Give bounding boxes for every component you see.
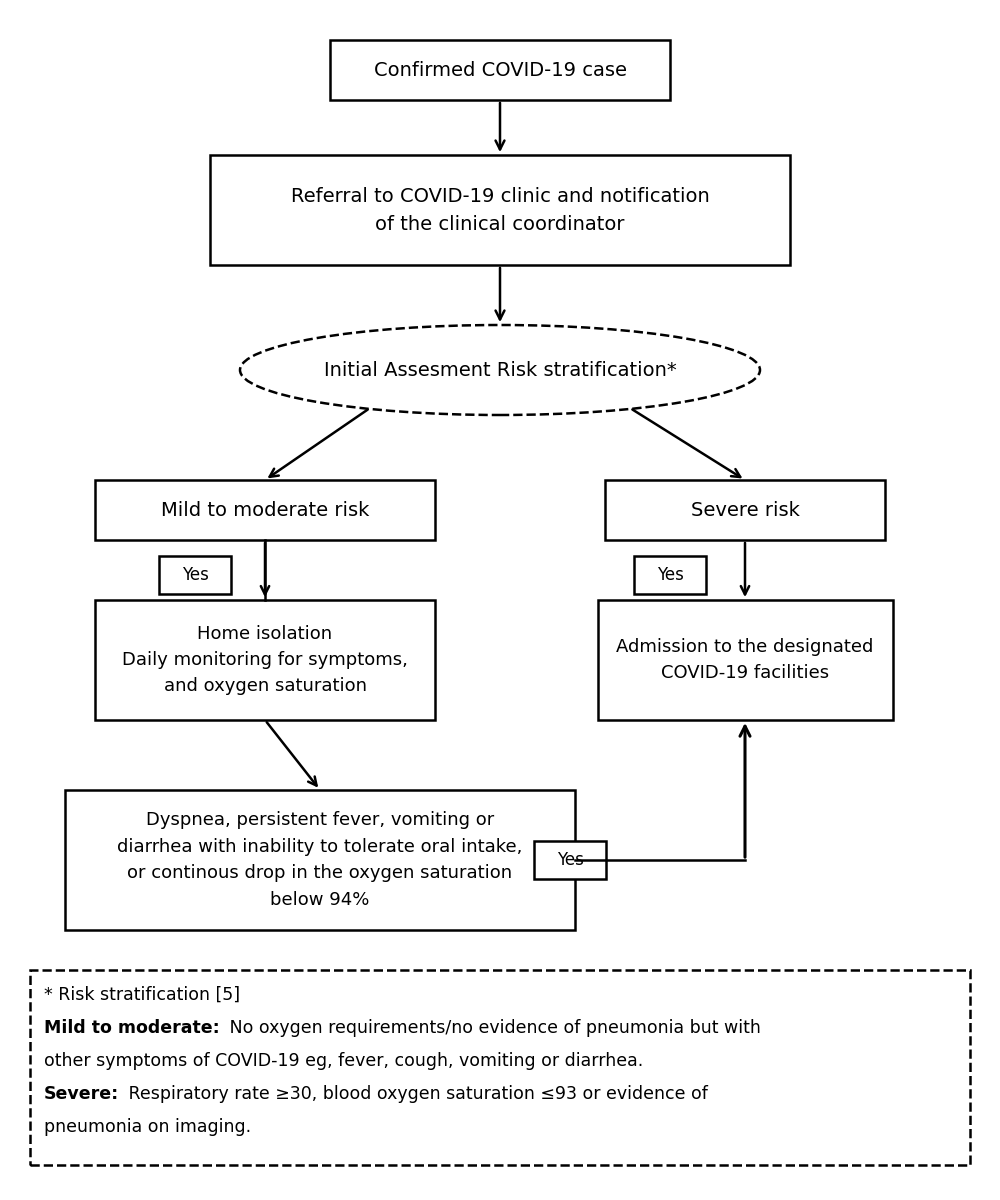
Text: No oxygen requirements/no evidence of pneumonia but with: No oxygen requirements/no evidence of pn… [224, 1019, 761, 1037]
Text: Home isolation
Daily monitoring for symptoms,
and oxygen saturation: Home isolation Daily monitoring for symp… [122, 624, 408, 695]
Text: Respiratory rate ≥30, blood oxygen saturation ≤93 or evidence of: Respiratory rate ≥30, blood oxygen satur… [123, 1085, 708, 1103]
FancyBboxPatch shape [65, 790, 575, 930]
FancyBboxPatch shape [159, 556, 231, 594]
FancyBboxPatch shape [598, 600, 893, 720]
Text: Mild to moderate:: Mild to moderate: [44, 1019, 220, 1037]
Text: Mild to moderate risk: Mild to moderate risk [161, 500, 369, 520]
FancyBboxPatch shape [95, 480, 435, 540]
Text: Referral to COVID-19 clinic and notification
of the clinical coordinator: Referral to COVID-19 clinic and notifica… [291, 186, 709, 234]
Text: Severe risk: Severe risk [691, 500, 799, 520]
Text: Yes: Yes [657, 566, 683, 584]
FancyBboxPatch shape [210, 155, 790, 265]
Text: * Risk stratification [5]: * Risk stratification [5] [44, 986, 240, 1004]
FancyBboxPatch shape [30, 970, 970, 1165]
Text: Dyspnea, persistent fever, vomiting or
diarrhea with inability to tolerate oral : Dyspnea, persistent fever, vomiting or d… [117, 811, 523, 908]
FancyBboxPatch shape [634, 556, 706, 594]
Text: Initial Assesment Risk stratification*: Initial Assesment Risk stratification* [324, 360, 676, 379]
Text: Yes: Yes [182, 566, 208, 584]
FancyBboxPatch shape [534, 841, 606, 878]
Ellipse shape [240, 325, 760, 415]
Text: pneumonia on imaging.: pneumonia on imaging. [44, 1118, 251, 1136]
Text: other symptoms of COVID-19 eg, fever, cough, vomiting or diarrhea.: other symptoms of COVID-19 eg, fever, co… [44, 1052, 643, 1070]
FancyBboxPatch shape [605, 480, 885, 540]
Text: Severe:: Severe: [44, 1085, 119, 1103]
FancyBboxPatch shape [95, 600, 435, 720]
FancyBboxPatch shape [330, 40, 670, 100]
Text: Confirmed COVID-19 case: Confirmed COVID-19 case [374, 60, 626, 79]
Text: Yes: Yes [557, 851, 583, 869]
Text: Admission to the designated
COVID-19 facilities: Admission to the designated COVID-19 fac… [616, 637, 874, 682]
